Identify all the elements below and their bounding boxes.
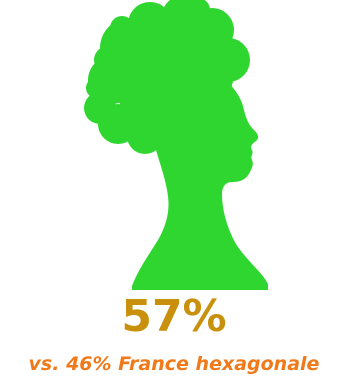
stat-value: 57% bbox=[121, 291, 227, 342]
stat-comparison: vs. 46% France hexagonale bbox=[28, 353, 320, 375]
woman-afro-profile-silhouette-icon bbox=[84, 0, 268, 290]
silhouette-figure bbox=[84, 0, 268, 290]
